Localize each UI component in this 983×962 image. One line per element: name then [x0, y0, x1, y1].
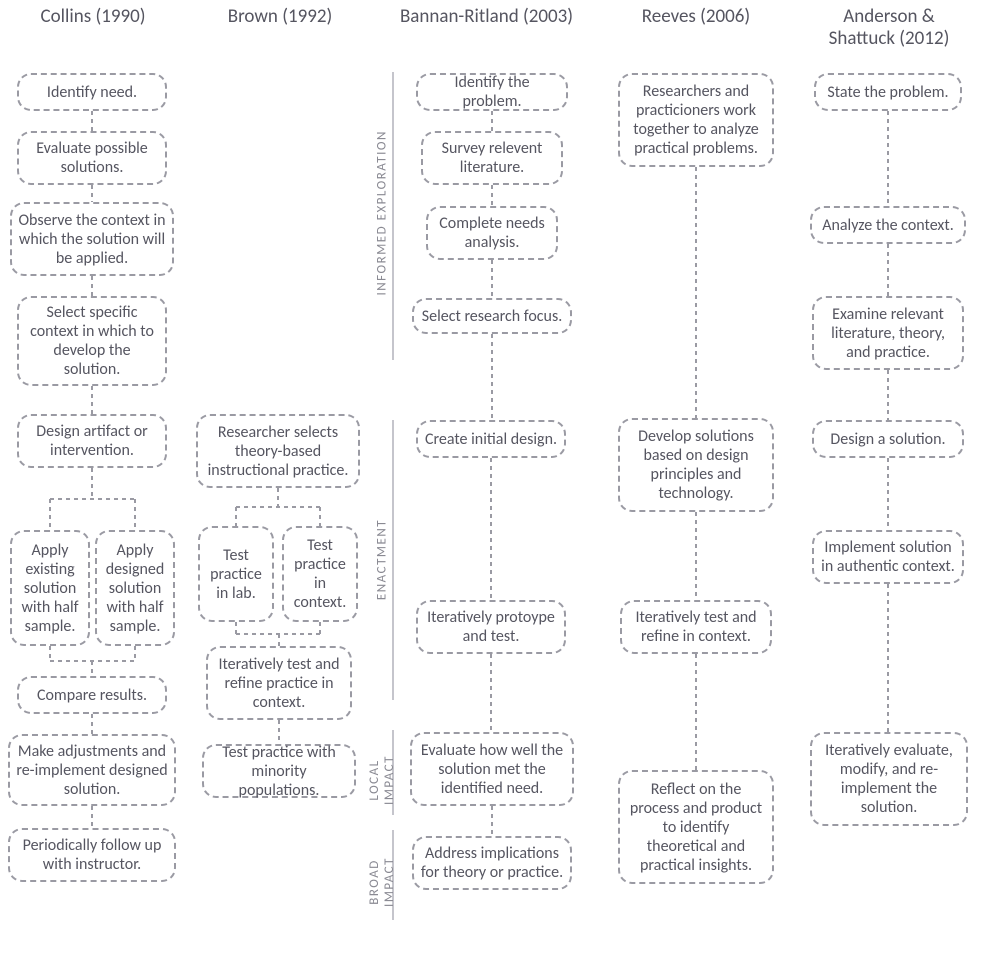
node-ba7: Evaluate how well the solution met the i…: [410, 732, 574, 806]
node-r4: Reflect on the process and product to id…: [618, 770, 774, 884]
node-b2b: Test practice in context.: [282, 526, 358, 622]
node-b1: Researcher selects theory-based instruct…: [196, 414, 360, 488]
node-b2a: Test practice in lab.: [198, 526, 274, 622]
node-c7: Compare results.: [17, 676, 167, 714]
node-a1: State the problem.: [814, 73, 962, 111]
node-ba4: Select research focus.: [412, 298, 572, 334]
column-header-reeves: Reeves (2006): [616, 6, 776, 28]
node-ba5: Create initial design.: [416, 420, 566, 458]
node-r3: Iteratively test and refine in context.: [620, 600, 772, 654]
node-c9: Periodically follow up with instructor.: [8, 828, 176, 882]
node-c5: Design artifact or intervention.: [17, 414, 167, 468]
column-header-anderson: Anderson &Shattuck (2012): [804, 6, 974, 50]
node-a3: Examine relevant literature, theory, and…: [812, 296, 964, 370]
node-c3: Observe the context in which the solutio…: [10, 202, 174, 276]
node-a2: Analyze the context.: [810, 206, 966, 244]
node-c2: Evaluate possible solutions.: [17, 131, 167, 185]
column-header-brown: Brown (1992): [200, 6, 360, 28]
phase-bar-enact: [392, 420, 394, 700]
node-ba6: Iteratively protoype and test.: [416, 600, 566, 654]
node-c1: Identify need.: [17, 73, 167, 111]
node-c6b: Apply designed solution with half sample…: [95, 530, 175, 646]
node-a4: Design a solution.: [812, 420, 964, 458]
node-c8: Make adjustments and re-implement design…: [8, 734, 176, 806]
node-ba3: Complete needs analysis.: [426, 206, 558, 260]
node-ba1: Identify the problem.: [416, 73, 568, 111]
column-header-bannan: Bannan-Ritland (2003): [379, 6, 594, 28]
phase-label-informed: INFORMED EXPLORATION: [375, 136, 390, 296]
phase-label-broad: BROADIMPACT: [367, 802, 397, 962]
node-c6a: Apply existing solution with half sample…: [10, 530, 90, 646]
node-b3: Iteratively test and refine practice in …: [206, 646, 352, 720]
column-header-collins: Collins (1990): [8, 6, 178, 28]
node-r1: Researchers and practicioners work toget…: [618, 73, 774, 167]
phase-bar-informed: [392, 72, 394, 360]
node-r2: Develop solutions based on design princi…: [618, 418, 774, 512]
phase-label-enact: ENACTMENT: [375, 480, 390, 640]
node-a5: Implement solution in authentic context.: [812, 530, 964, 584]
node-a6: Iteratively evaluate, modify, and re-imp…: [810, 732, 968, 826]
node-b4: Test practice with minority populations.: [202, 744, 356, 798]
node-ba2: Survey relevent literature.: [421, 131, 563, 185]
node-c4: Select specific context in which to deve…: [17, 296, 167, 386]
node-ba8: Address implications for theory or pract…: [412, 836, 572, 890]
